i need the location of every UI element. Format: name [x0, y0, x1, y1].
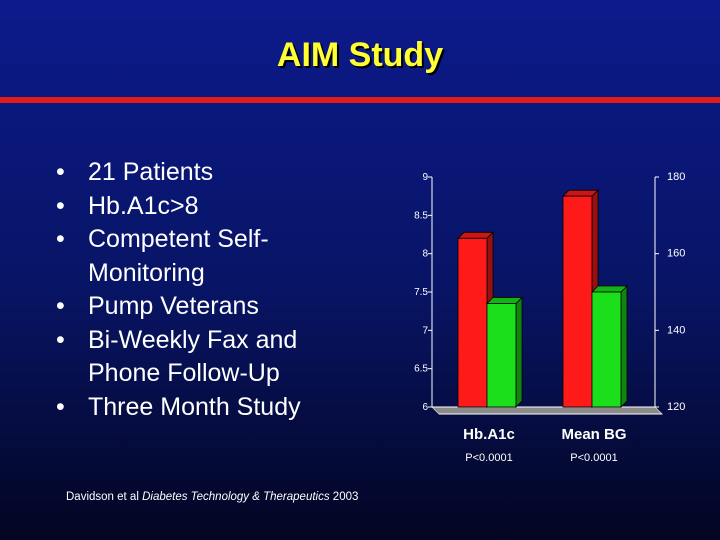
p-value-label: P<0.0001 — [465, 452, 512, 464]
chart-category-labels: Hb.A1c P<0.0001 Mean BG P<0.0001 — [463, 426, 626, 464]
bar — [562, 195, 593, 408]
citation-authors: Davidson et al — [66, 491, 143, 503]
bar — [457, 237, 488, 408]
bar-top — [591, 285, 628, 293]
right-tick-label: 180 — [667, 171, 685, 183]
left-tick-label: 8 — [422, 249, 428, 260]
bullet-item: Three Month Study — [56, 391, 356, 425]
bullet-item: Competent Self-Monitoring — [56, 223, 356, 290]
right-tick-label: 160 — [667, 248, 685, 260]
bar-side — [515, 296, 523, 408]
chart-bars — [457, 189, 628, 408]
p-value-label: P<0.0001 — [570, 452, 617, 464]
chart-floor — [431, 406, 663, 415]
bar-side — [620, 285, 628, 408]
bullet-item: 21 Patients — [56, 156, 356, 190]
bar-top — [486, 297, 523, 304]
bar — [486, 303, 517, 408]
citation: Davidson et al Diabetes Technology & The… — [66, 491, 358, 503]
chart-ticks: 9 8.5 8 7.5 7 6.5 6 180 160 140 120 — [414, 171, 685, 413]
citation-year: 2003 — [329, 491, 359, 503]
bar-top — [562, 189, 599, 197]
title-divider — [0, 97, 720, 103]
bar-top — [457, 231, 494, 239]
right-tick-label: 140 — [667, 324, 685, 336]
bar — [591, 291, 622, 408]
bullet-item: Bi-Weekly Fax and Phone Follow-Up — [56, 324, 356, 391]
right-tick-label: 120 — [667, 401, 685, 413]
category-label: Mean BG — [561, 426, 626, 443]
slide-title: AIM Study — [276, 36, 444, 74]
citation-journal: Diabetes Technology & Therapeutics — [142, 491, 330, 503]
bullet-list: 21 Patients Hb.A1c>8 Competent Self-Moni… — [56, 156, 356, 424]
left-tick-label: 8.5 — [414, 210, 428, 221]
left-tick-label: 6.5 — [414, 364, 428, 375]
bullet-item: Hb.A1c>8 — [56, 190, 356, 224]
left-tick-label: 9 — [422, 172, 428, 183]
category-label: Hb.A1c — [463, 426, 515, 443]
left-tick-label: 7 — [422, 325, 428, 336]
left-tick-label: 6 — [422, 402, 428, 413]
bullet-item: Pump Veterans — [56, 290, 356, 324]
chart-floor-plane — [431, 406, 663, 415]
left-tick-label: 7.5 — [414, 287, 428, 298]
